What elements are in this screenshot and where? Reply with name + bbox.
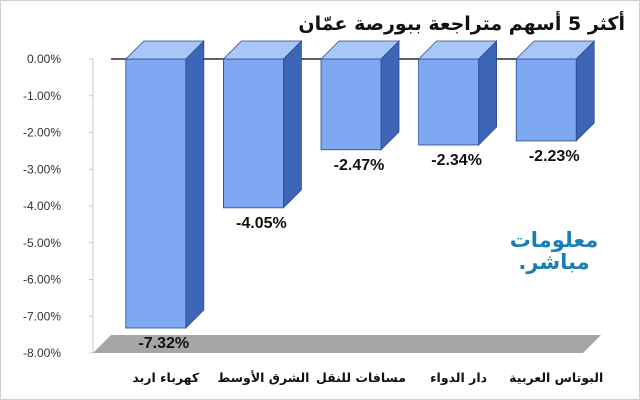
- y-tick-label: -8.00%: [23, 346, 61, 360]
- category-label: مسافات للنقل: [316, 370, 406, 385]
- category-label: دار الدواء: [430, 370, 487, 385]
- y-tick-label: -1.00%: [23, 89, 61, 103]
- bar-top: [320, 40, 400, 60]
- data-label: -4.05%: [236, 215, 287, 232]
- bar-side: [380, 40, 400, 151]
- bar: [222, 40, 303, 209]
- chart-floor: [93, 335, 601, 353]
- category-label: البوتاس العربية: [509, 370, 603, 385]
- y-tick-label: -2.00%: [23, 126, 61, 140]
- bar: [515, 40, 596, 142]
- bar-side: [185, 40, 205, 329]
- data-labels: -7.32% -4.05% -2.47% -2.34% -2.23%: [138, 148, 579, 352]
- bar-top: [124, 40, 205, 60]
- bar-top: [417, 40, 498, 60]
- chart-title: أكثر 5 أسهم متراجعة ببورصة عمّان: [298, 13, 625, 35]
- data-label: -2.23%: [529, 148, 580, 165]
- data-label: -2.47%: [334, 157, 385, 174]
- logo-line-2: مباشر.: [518, 250, 590, 275]
- y-tick-label: -6.00%: [23, 273, 61, 287]
- bar: [320, 40, 400, 151]
- bar-front: [125, 58, 187, 329]
- logo-line-1: معلومات: [509, 228, 599, 252]
- bar-front: [515, 58, 577, 142]
- bar-front: [320, 58, 382, 151]
- category-label: الشرق الأوسط: [217, 370, 309, 385]
- bar-front: [418, 58, 480, 146]
- y-tick-label: -3.00%: [23, 162, 61, 176]
- bar-side: [282, 40, 302, 209]
- bar-top: [222, 40, 303, 60]
- data-label: -7.32%: [138, 335, 189, 352]
- y-tick-label: -7.00%: [23, 309, 61, 323]
- bar: [417, 40, 498, 146]
- bar-top: [515, 40, 596, 60]
- category-label: كهرباء اربد: [132, 370, 200, 385]
- y-axis-ticks: 0.00% -1.00% -2.00% -3.00% -4.00% -5.00% -6.00…: [23, 52, 93, 360]
- category-labels: كهرباء اربد الشرق الأوسط مسافات للنقل دار ا…: [132, 370, 603, 385]
- y-tick-label: -4.00%: [23, 199, 61, 213]
- y-tick-label: -5.00%: [23, 236, 61, 250]
- y-tick-label: 0.00%: [27, 52, 61, 66]
- data-label: -2.34%: [431, 152, 482, 169]
- brand-logo: معلومات مباشر.: [509, 229, 599, 273]
- bar-front: [222, 58, 284, 209]
- bar: [124, 40, 205, 329]
- bars-group: [124, 40, 596, 329]
